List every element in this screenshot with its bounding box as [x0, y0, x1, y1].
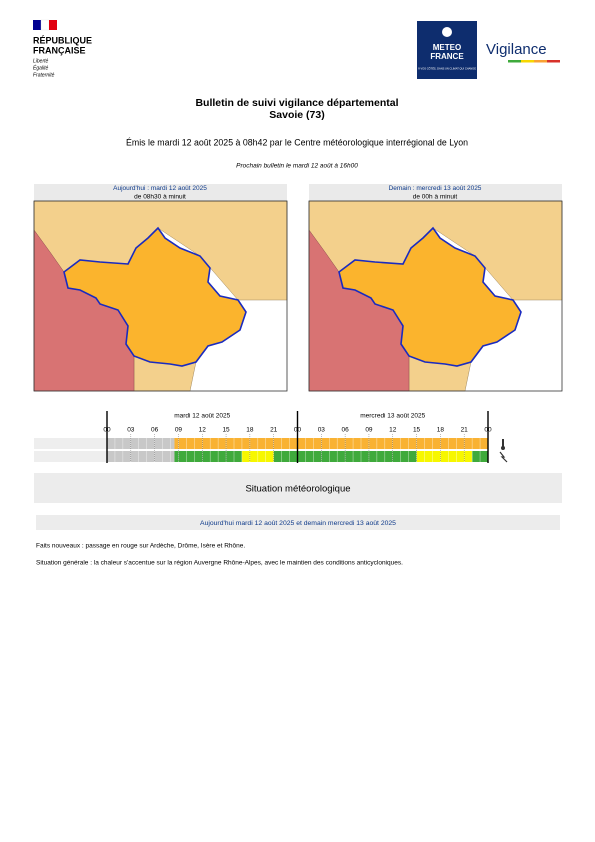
situation-subheading: Aujourd'hui mardi 12 août 2025 et demain…: [200, 520, 396, 527]
vigilance-segment: [107, 451, 175, 462]
rf-line: RÉPUBLIQUE: [33, 35, 92, 45]
hour-label: 21: [461, 427, 469, 434]
storm-icon: [499, 451, 508, 463]
map-day: Demain : mercredi 13 août 2025: [389, 185, 482, 192]
hour-label: 03: [127, 427, 135, 434]
map-period: de 00h à minuit: [413, 194, 458, 201]
map-header: [309, 184, 562, 201]
vig-bar: [547, 60, 560, 63]
paragraph: Faits nouveaux : passage en rouge sur Ar…: [36, 543, 245, 550]
hour-label: 15: [222, 427, 230, 434]
timeline: CaniculeOrages00030609121518210003060912…: [34, 411, 492, 463]
vig-bar: [521, 60, 534, 63]
hour-label: 03: [318, 427, 326, 434]
vigilance-segment: [107, 438, 175, 449]
map: [33, 200, 288, 392]
rf-line: FRANÇAISE: [33, 45, 86, 55]
vigilance-segment: [174, 438, 488, 449]
flag-blue: [33, 20, 41, 30]
vig-bar: [508, 60, 521, 63]
heat-icon: [502, 439, 504, 447]
flag-white: [40, 19, 50, 31]
issued: Émis le mardi 12 août 2025 à 08h42 par l…: [126, 137, 468, 147]
hour-label: 09: [175, 427, 183, 434]
hour-label: 06: [342, 427, 350, 434]
hour-label: 12: [199, 427, 207, 434]
vigilance-logo: Vigilance: [486, 41, 547, 58]
map-header: [34, 184, 287, 201]
situation-heading: Situation météorologique: [245, 484, 350, 495]
meteo-name: FRANCE: [430, 52, 464, 61]
meteo-name: METEO: [433, 43, 461, 52]
situation-box: [34, 473, 562, 503]
map-day: Aujourd'hui : mardi 12 août 2025: [113, 185, 207, 192]
devise: Égalité: [33, 64, 49, 71]
situation-subbox: [36, 515, 560, 530]
hour-label: 06: [151, 427, 159, 434]
meteo-tagline: À VOS CÔTÉS, DANS UN CLIMAT QUI CHANGE: [418, 66, 476, 71]
next-bulletin: Prochain bulletin le mardi 12 août à 16h…: [236, 163, 358, 170]
hour-label: 21: [270, 427, 278, 434]
hour-label: 18: [437, 427, 445, 434]
meteo-icon: [442, 27, 452, 37]
day-label: mardi 12 août 2025: [174, 413, 230, 420]
hour-label: 12: [389, 427, 397, 434]
map: [308, 200, 563, 392]
flag-red: [49, 20, 57, 30]
day-label: mercredi 13 août 2025: [360, 413, 425, 420]
heat-icon: [501, 446, 505, 450]
paragraph: Situation générale : la chaleur s'accent…: [36, 560, 403, 567]
subtitle: Savoie (73): [269, 109, 324, 121]
vigilance-segment: [416, 451, 473, 462]
devise: Liberté: [33, 58, 49, 64]
title: Bulletin de suivi vigilance départementa…: [195, 97, 398, 109]
vig-bar: [534, 60, 547, 63]
vigilance-segment: [174, 451, 242, 462]
hour-label: 15: [413, 427, 421, 434]
hour-label: 09: [365, 427, 373, 434]
hour-label: 18: [246, 427, 254, 434]
devise: Fraternité: [33, 72, 55, 78]
map-period: de 08h30 à minuit: [134, 194, 186, 201]
